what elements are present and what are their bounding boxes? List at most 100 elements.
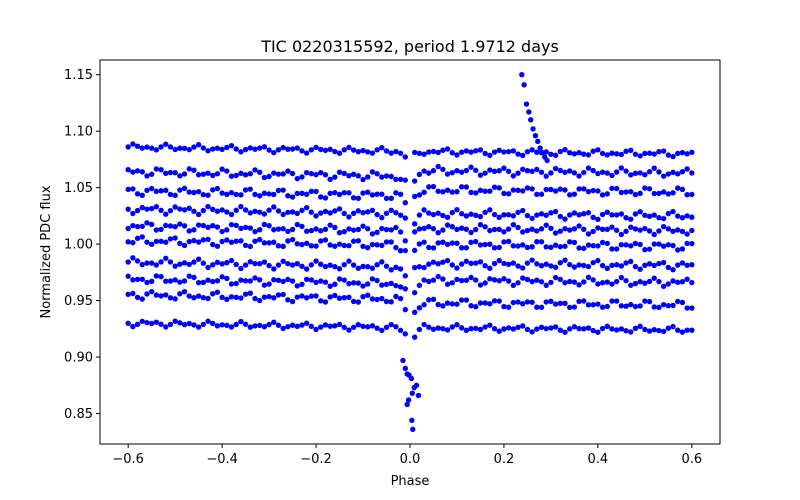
data-point [595, 147, 601, 153]
data-point [473, 226, 479, 233]
data-point [632, 191, 639, 198]
data-point [454, 240, 460, 246]
data-point [416, 282, 423, 289]
data-point [510, 213, 517, 219]
data-point [308, 147, 315, 153]
data-point [233, 191, 239, 198]
data-point [562, 243, 568, 249]
data-point [642, 326, 648, 333]
data-point [449, 324, 455, 330]
data-point [538, 279, 545, 285]
data-point [341, 324, 347, 331]
data-point [599, 150, 606, 157]
data-point [388, 299, 394, 305]
data-point [383, 210, 390, 217]
data-point [289, 236, 296, 243]
data-point [628, 188, 634, 195]
data-point [567, 278, 573, 285]
data-point [247, 259, 253, 265]
data-point [327, 262, 333, 268]
data-point [167, 223, 174, 229]
data-point [242, 187, 249, 193]
data-point [177, 145, 183, 151]
data-point [374, 211, 380, 218]
data-point [167, 169, 174, 176]
data-point [590, 327, 596, 334]
data-point [528, 117, 534, 123]
data-point [261, 190, 268, 196]
data-point [388, 280, 394, 287]
data-point [266, 262, 272, 269]
data-point [496, 244, 502, 251]
data-point [393, 264, 399, 270]
data-point [458, 169, 465, 175]
data-point [289, 209, 296, 215]
data-point [604, 240, 610, 247]
data-point [177, 320, 183, 326]
data-point [200, 279, 207, 286]
data-point [130, 239, 136, 246]
data-point [303, 240, 310, 247]
data-point [181, 145, 188, 152]
data-point [285, 261, 291, 267]
data-point [412, 229, 418, 235]
data-point [163, 278, 169, 284]
data-point [379, 259, 385, 265]
data-point [252, 260, 258, 267]
data-point [313, 226, 319, 232]
data-point [642, 212, 648, 218]
data-point [388, 239, 394, 245]
data-point [435, 240, 441, 246]
data-point [496, 168, 502, 174]
data-point [280, 187, 286, 193]
data-point [505, 191, 512, 197]
data-point [548, 279, 554, 286]
data-point [473, 190, 479, 196]
data-point [350, 280, 357, 286]
data-point [379, 327, 385, 334]
data-point [266, 173, 272, 180]
data-point [261, 294, 268, 300]
x-tick-label: 0.6 [681, 452, 702, 467]
data-point [181, 242, 188, 249]
data-point [242, 278, 249, 284]
data-point [379, 145, 385, 151]
data-point [562, 280, 568, 286]
data-point [646, 298, 653, 305]
data-point [261, 144, 268, 150]
data-point [219, 261, 225, 267]
data-point [379, 242, 385, 249]
data-point [303, 320, 310, 326]
data-point [285, 323, 291, 330]
data-point [623, 214, 629, 221]
data-point [252, 275, 258, 281]
data-point [458, 325, 465, 331]
data-point [266, 321, 272, 328]
data-point [529, 257, 535, 263]
data-point [515, 151, 521, 157]
data-point [148, 205, 155, 212]
data-point [421, 321, 427, 328]
data-point [477, 213, 484, 220]
data-point [144, 220, 150, 226]
data-point [130, 255, 136, 261]
data-point [332, 148, 338, 155]
data-point [365, 292, 371, 298]
data-point [656, 214, 662, 221]
data-point [172, 146, 178, 153]
data-point [435, 149, 441, 156]
data-point [613, 169, 620, 175]
data-point [139, 276, 145, 282]
data-point [660, 173, 667, 179]
data-point [609, 224, 615, 230]
data-point [318, 194, 324, 200]
data-point [585, 152, 592, 158]
data-point [613, 278, 620, 285]
data-point [501, 276, 507, 282]
data-point [679, 260, 686, 266]
data-point [599, 169, 606, 175]
data-point [689, 261, 695, 268]
data-point [139, 261, 145, 268]
data-point [628, 147, 634, 154]
data-point [313, 144, 319, 151]
